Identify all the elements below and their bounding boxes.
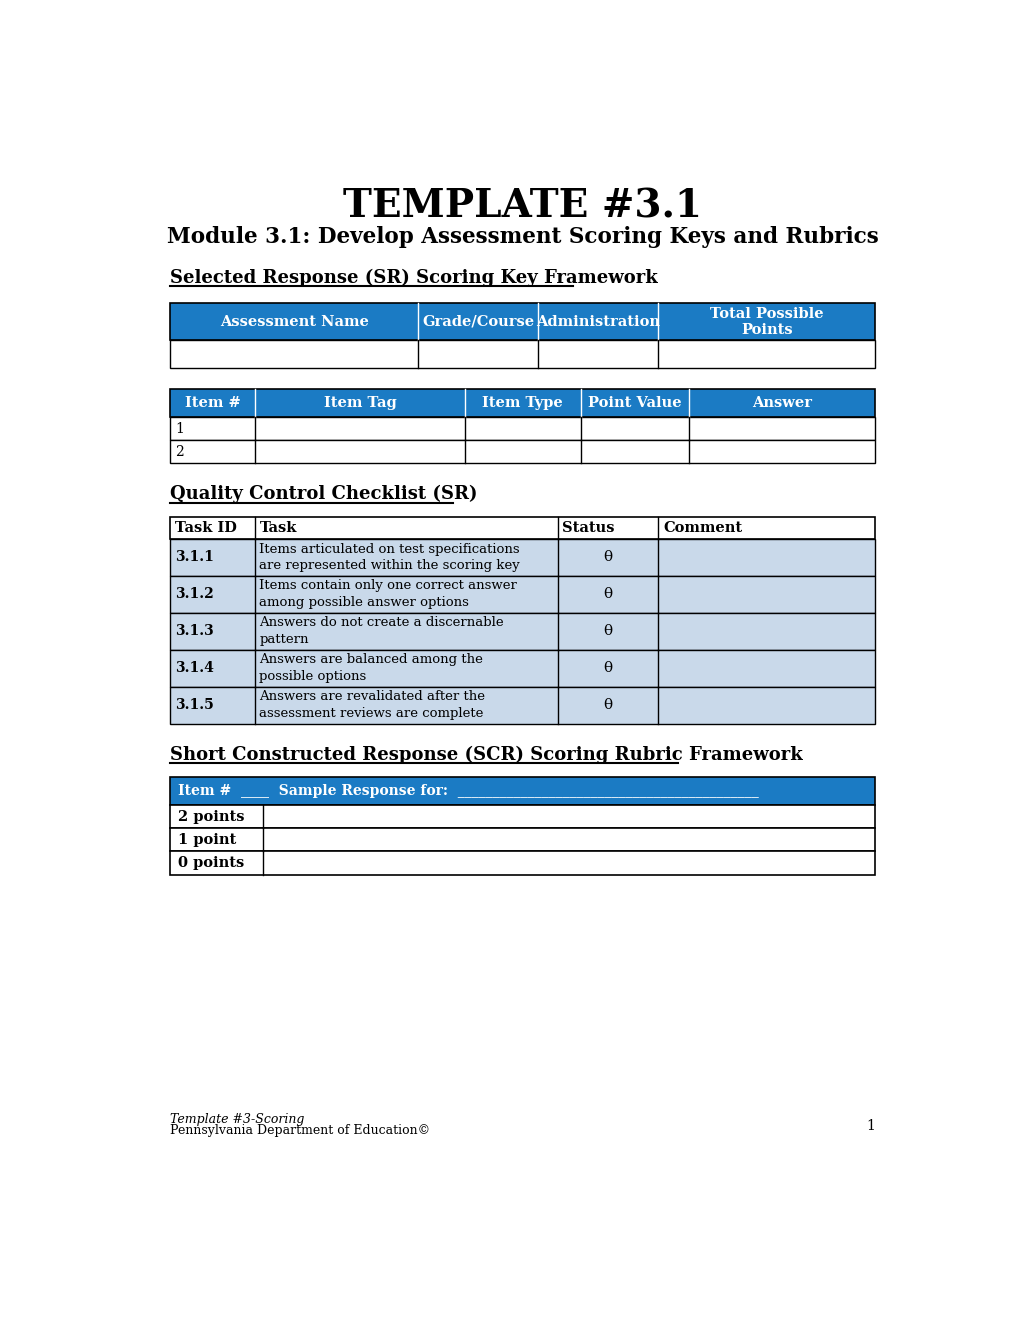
Text: Task ID: Task ID (174, 521, 236, 535)
Text: Template #3-Scoring: Template #3-Scoring (170, 1113, 305, 1126)
Bar (170, 417, 874, 441)
Text: θ: θ (603, 624, 612, 638)
Text: Answers are balanced among the
possible options: Answers are balanced among the possible … (259, 653, 483, 682)
Bar (170, 341, 874, 368)
Text: θ: θ (603, 661, 612, 675)
Text: Pennsylvania Department of Education©: Pennsylvania Department of Education© (170, 1125, 430, 1138)
Text: Items articulated on test specifications
are represented within the scoring key: Items articulated on test specifications… (259, 543, 520, 572)
Text: 3.1.1: 3.1.1 (174, 550, 213, 564)
Text: θ: θ (603, 698, 612, 711)
Text: Point Value: Point Value (588, 396, 682, 411)
Bar (170, 389, 874, 417)
Bar (170, 612, 874, 649)
Text: Quality Control Checklist (SR): Quality Control Checklist (SR) (170, 484, 477, 503)
Text: 0 points: 0 points (177, 855, 244, 870)
Text: Items contain only one correct answer
among possible answer options: Items contain only one correct answer am… (259, 579, 517, 609)
Text: Task: Task (260, 521, 298, 535)
Text: Grade/Course: Grade/Course (422, 314, 534, 329)
Bar (170, 829, 874, 851)
Text: 2 points: 2 points (177, 809, 245, 824)
Text: θ: θ (603, 550, 612, 564)
Text: 2: 2 (175, 445, 184, 459)
Text: Administration: Administration (536, 314, 659, 329)
Text: 1: 1 (175, 421, 184, 436)
Bar (170, 304, 874, 341)
Bar (170, 539, 874, 576)
Text: Total Possible
Points: Total Possible Points (709, 306, 823, 337)
Text: Item Tag: Item Tag (323, 396, 396, 411)
Bar (170, 777, 874, 805)
Text: 1 point: 1 point (177, 833, 235, 847)
Text: TEMPLATE #3.1: TEMPLATE #3.1 (343, 187, 701, 226)
Text: 1: 1 (866, 1119, 874, 1134)
Text: 3.1.3: 3.1.3 (174, 624, 213, 638)
Text: Module 3.1: Develop Assessment Scoring Keys and Rubrics: Module 3.1: Develop Assessment Scoring K… (167, 226, 877, 248)
Bar (170, 805, 874, 829)
Text: Answer: Answer (752, 396, 811, 411)
Text: Answers do not create a discernable
pattern: Answers do not create a discernable patt… (259, 616, 503, 645)
Text: Comment: Comment (662, 521, 742, 535)
Bar (170, 649, 874, 686)
Text: Item #  ____  Sample Response for:  ___________________________________________: Item # ____ Sample Response for: _______… (177, 784, 758, 799)
Bar (170, 576, 874, 612)
Text: Answers are revalidated after the
assessment reviews are complete: Answers are revalidated after the assess… (259, 690, 485, 719)
Text: Selected Response (SR) Scoring Key Framework: Selected Response (SR) Scoring Key Frame… (170, 269, 657, 286)
Text: 3.1.2: 3.1.2 (174, 587, 213, 601)
Bar (170, 441, 874, 463)
Text: θ: θ (603, 587, 612, 601)
Text: 3.1.4: 3.1.4 (174, 661, 213, 675)
Text: Assessment Name: Assessment Name (219, 314, 368, 329)
Bar (170, 686, 874, 723)
Text: Item Type: Item Type (482, 396, 562, 411)
Bar (170, 851, 874, 875)
Text: 3.1.5: 3.1.5 (174, 698, 213, 711)
Bar (170, 517, 874, 539)
Text: Status: Status (561, 521, 614, 535)
Text: Short Constructed Response (SCR) Scoring Rubric Framework: Short Constructed Response (SCR) Scoring… (170, 746, 802, 763)
Text: Item #: Item # (184, 396, 240, 411)
